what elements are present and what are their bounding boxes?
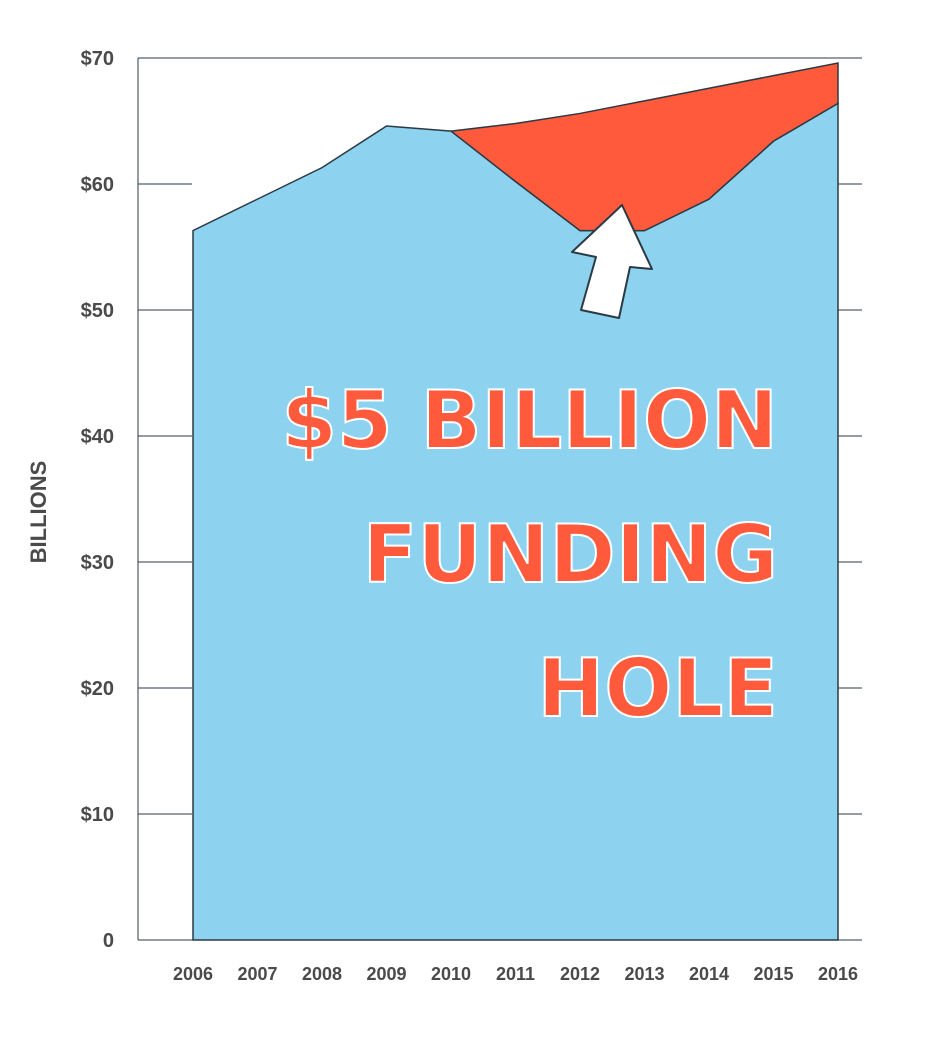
y-tick-label: $10 [81,804,114,826]
y-axis: 0 $10 $20 $30 $40 $50 $60 $70 [81,48,862,952]
y-tick-label: $50 [81,300,114,322]
x-tick-label: 2015 [753,964,793,984]
y-tick-label: $40 [81,426,114,448]
annotation: $5 BILLION FUNDING HOLE [280,373,779,736]
x-tick-label: 2010 [431,964,471,984]
funding-gap-area [449,62,839,232]
x-tick-label: 2009 [366,964,406,984]
y-axis-label: BILLIONS [26,461,51,564]
x-tick-label: 2013 [624,964,664,984]
x-tick-label: 2007 [237,964,277,984]
y-tick-label: $30 [81,552,114,574]
y-tick-label: $70 [81,48,114,70]
y-tick-label: 0 [103,930,114,952]
annotation-line-3: HOLE [537,642,778,735]
arrow-icon [571,204,653,319]
x-tick-label: 2016 [818,964,858,984]
x-tick-label: 2014 [689,964,729,984]
arrow-shape [571,204,653,319]
annotation-line-1: $5 BILLION [281,374,778,467]
x-axis: 2006 2007 2008 2009 2010 2011 2012 2013 2014 2015… [173,964,858,984]
y-tick-label: $20 [81,678,114,700]
x-tick-label: 2006 [173,964,213,984]
funding-gap-layer [449,62,839,232]
y-tick-label: $60 [81,174,114,196]
x-tick-label: 2012 [560,964,600,984]
x-tick-label: 2008 [302,964,342,984]
x-tick-label: 2011 [496,964,535,984]
annotation-line-2: FUNDING [363,508,778,601]
